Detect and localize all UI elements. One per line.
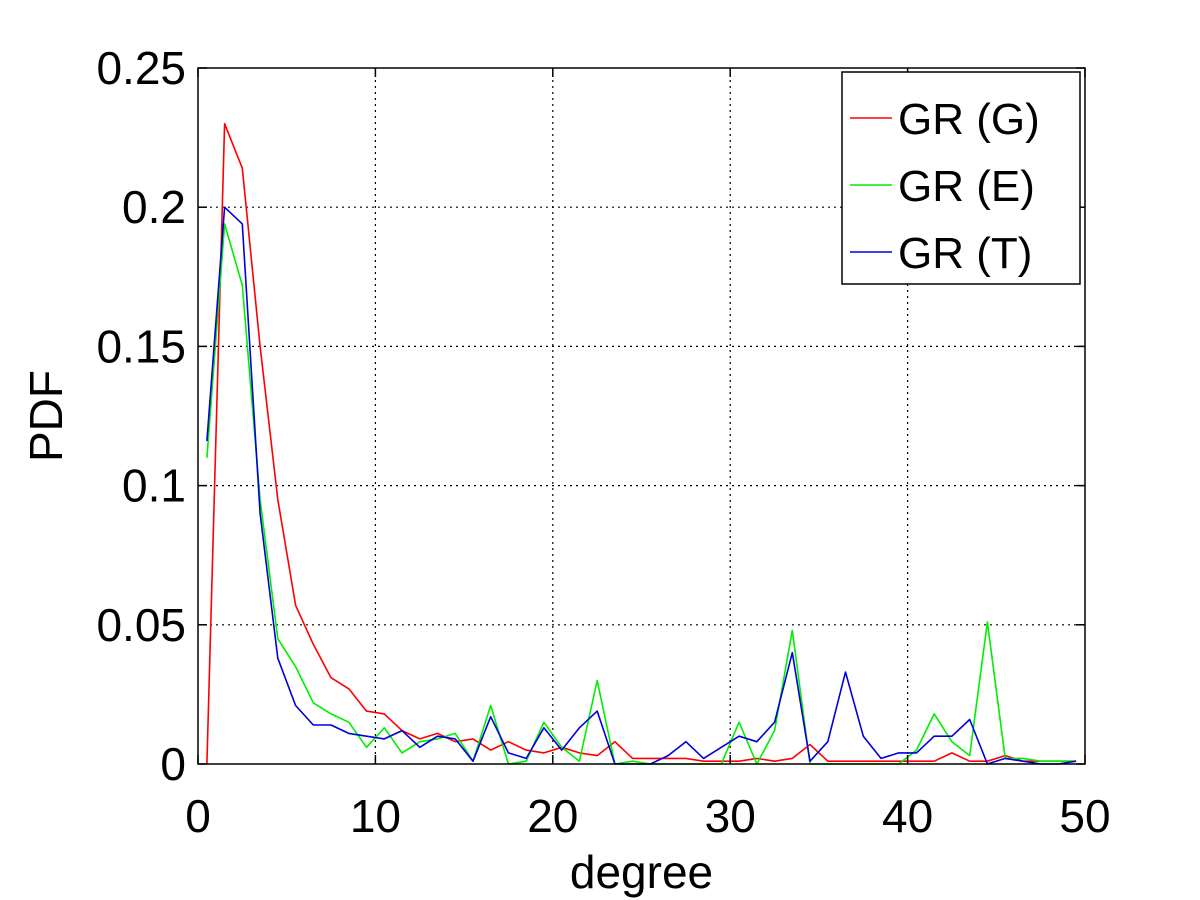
x-tick-label: 50 (1059, 790, 1110, 842)
y-tick-labels: 0 0.05 0.1 0.15 0.2 0.25 (96, 42, 186, 790)
y-tick-label: 0.15 (96, 320, 186, 372)
y-tick-label: 0.1 (122, 460, 186, 512)
legend-label: GR (T) (898, 229, 1032, 278)
legend: GR (G) GR (E) GR (T) (841, 71, 1081, 285)
x-tick-label: 40 (882, 790, 933, 842)
y-axis-title: PDF (20, 370, 72, 462)
y-tick-label: 0.25 (96, 42, 186, 94)
x-tick-label: 10 (350, 790, 401, 842)
x-tick-label: 20 (527, 790, 578, 842)
legend-label: GR (G) (898, 95, 1040, 144)
legend-box (841, 71, 1081, 285)
y-tick-label: 0.05 (96, 599, 186, 651)
x-tick-labels: 0 10 20 30 40 50 (185, 790, 1110, 842)
legend-label: GR (E) (898, 162, 1035, 211)
series-line-1 (206, 122, 1077, 765)
y-tick-label: 0 (160, 738, 186, 790)
axis-ticks (197, 67, 1086, 765)
x-axis-title: degree (570, 846, 713, 898)
x-tick-label: 30 (705, 790, 756, 842)
series-line-2 (206, 223, 1077, 765)
plot-frame (197, 67, 1086, 765)
y-tick-label: 0.2 (122, 181, 186, 233)
x-tick-label: 0 (185, 790, 211, 842)
